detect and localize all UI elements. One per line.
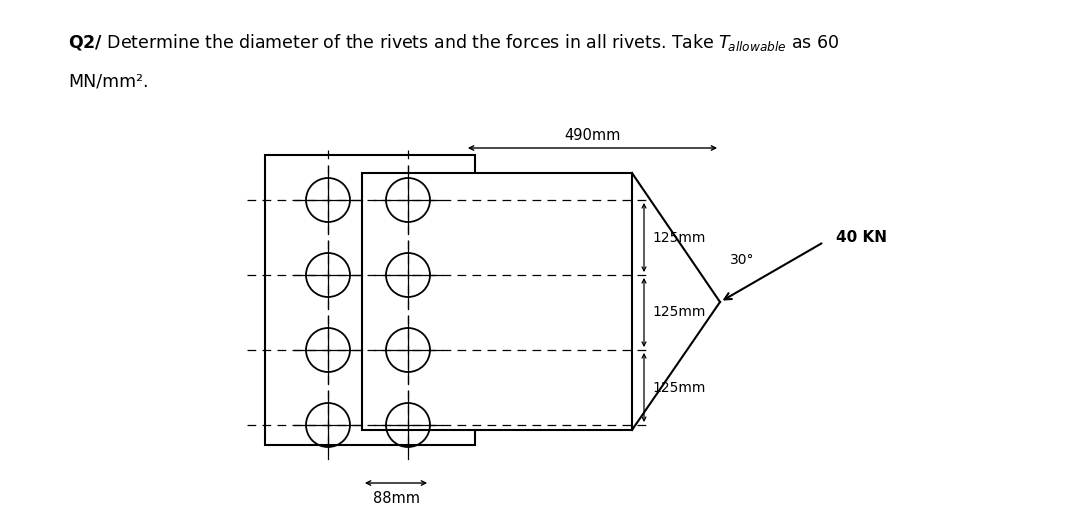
Text: 125mm: 125mm	[652, 381, 705, 394]
Text: 88mm: 88mm	[373, 491, 419, 506]
Bar	[265, 155, 475, 445]
Text: 125mm: 125mm	[652, 305, 705, 320]
Text: 40 KN: 40 KN	[836, 230, 887, 244]
Text: 30°: 30°	[730, 253, 755, 267]
Text: $\bf{Q2/}$ Determine the diameter of the rivets and the forces in all rivets. Ta: $\bf{Q2/}$ Determine the diameter of the…	[68, 32, 839, 53]
Text: MN/mm².: MN/mm².	[68, 72, 149, 90]
Text: 490mm: 490mm	[565, 128, 621, 143]
Bar	[362, 173, 632, 430]
Text: 125mm: 125mm	[652, 231, 705, 244]
